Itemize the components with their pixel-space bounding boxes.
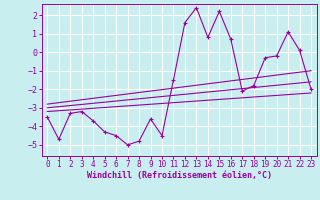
X-axis label: Windchill (Refroidissement éolien,°C): Windchill (Refroidissement éolien,°C) [87,171,272,180]
